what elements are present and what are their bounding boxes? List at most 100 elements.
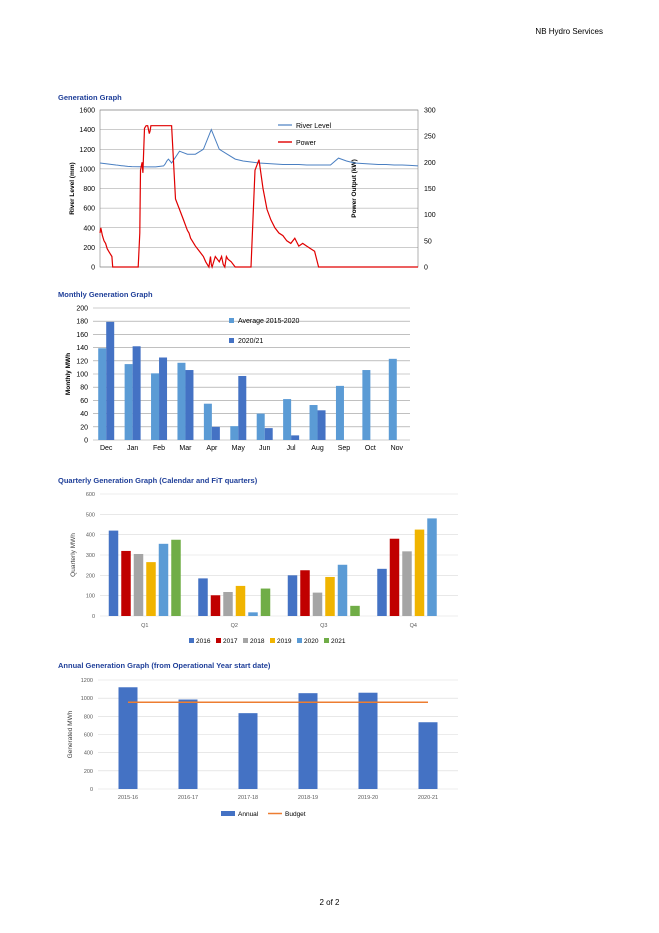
y-tick-label: 800 [84,714,93,720]
legend-swatch [270,638,275,643]
legend-swatch [216,638,221,643]
page-number: 2 of 2 [319,898,340,907]
quarterly-chart: 0 100 200 300 400 500 600 Quarterly MWh Q1 Q2 Q3 Q4… [70,492,458,645]
y-tick-label: 100 [76,372,88,379]
x-tick-label: 2016-17 [178,795,198,801]
bar [124,364,133,440]
monthly-chart: 0 20 40 60 80 100 120 140 160 180 200 Monthly MWh De… [65,306,410,452]
bar [388,358,397,440]
bar [300,570,310,616]
y-tick-label: 120 [76,358,88,365]
y-tick-label: 1200 [79,147,95,154]
bar [325,576,335,616]
x-tick-label: Apr [206,445,218,452]
bar [337,564,348,616]
x-tick-label: Oct [365,445,376,452]
bar [260,588,271,616]
bar [211,426,220,440]
legend-river-label: River Level [296,123,331,130]
legend-label: 2018 [250,638,265,645]
x-tick-label: Q2 [231,623,238,629]
bar [298,693,318,789]
bar [335,385,344,440]
legend-annual-label: Annual [238,811,259,818]
legend-label: 2019 [277,638,292,645]
legend-2021-swatch [229,338,234,343]
annual-graph-title: Annual Generation Graph (from Operationa… [58,661,271,670]
y-tick-label: 1200 [81,678,93,684]
x-tick-label: Dec [100,445,113,452]
y-tick-label: 40 [80,411,88,418]
y-tick-label: 180 [76,319,88,326]
x-tick-label: 2018-19 [298,795,318,801]
x-tick-label: 2015-16 [118,795,138,801]
y-tick-label: 600 [83,206,95,213]
y-tick-label: 1000 [81,696,93,702]
monthly-graph-title: Monthly Generation Graph [58,290,153,299]
y-tick-label: 500 [86,512,95,518]
y2-tick-label: 50 [424,238,432,245]
y-tick-label: 600 [86,492,95,498]
legend-swatch [297,638,302,643]
bar [235,585,246,616]
bar [238,375,247,440]
x-tick-label: 2017-18 [238,795,258,801]
bar [414,529,425,616]
bar [178,699,198,789]
legend-label: 2021 [331,638,346,645]
y-tick-label: 1600 [79,108,95,115]
y-axis-label: Monthly MWh [65,353,72,395]
bar [198,578,208,616]
y-tick-label: 0 [84,438,88,445]
y-tick-label: 1000 [79,166,95,173]
y-tick-label: 20 [80,424,88,431]
bar [133,553,144,616]
y-axis-label: Quarterly MWh [70,533,77,577]
generation-graph-title: Generation Graph [58,93,122,102]
bar [230,426,239,440]
y-tick-label: 400 [83,225,95,232]
legend-budget-label: Budget [285,811,306,818]
annual-chart: 0 200 400 600 800 1000 1200 Generated MWh 2015-1… [67,678,458,818]
bar [256,413,265,440]
x-tick-label: Feb [153,445,165,452]
y-tick-label: 200 [86,573,95,579]
x-tick-label: Jul [287,445,296,452]
y-tick-label: 1400 [79,127,95,134]
y2-tick-label: 150 [424,186,436,193]
bar [377,568,387,616]
bar [264,428,273,440]
x-tick-label: Mar [179,445,192,452]
bar [177,362,186,440]
plot-frame [99,109,419,268]
y-tick-label: 0 [91,265,95,272]
bar [287,575,298,616]
legend-avg-swatch [229,318,234,323]
x-tick-label: Q1 [141,623,148,629]
bar [418,722,438,789]
bar [171,539,181,616]
y2-axis-label: Power Output (kW) [351,159,358,218]
bar [210,595,221,616]
y-tick-label: 80 [80,385,88,392]
bar [238,713,258,789]
y-tick-label: 600 [84,733,93,739]
y-tick-label: 400 [84,751,93,757]
bar [132,346,141,440]
y-tick-label: 200 [83,245,95,252]
y2-tick-label: 0 [424,265,428,272]
x-tick-label: May [232,445,246,452]
bar [158,543,169,616]
bar [185,370,194,440]
company-name: NB Hydro Services [535,27,603,36]
bar [312,592,323,616]
bar [427,518,437,616]
y-tick-label: 800 [83,186,95,193]
y-tick-label: 300 [86,553,95,559]
y-tick-label: 200 [84,769,93,775]
bar [151,373,160,440]
x-tick-label: Nov [391,445,404,452]
generation-chart: 0 200 400 600 800 1000 1200 1400 1600 0 50 100 150 20… [69,108,436,272]
legend-swatch [189,638,194,643]
x-tick-label: 2020-21 [418,795,438,801]
